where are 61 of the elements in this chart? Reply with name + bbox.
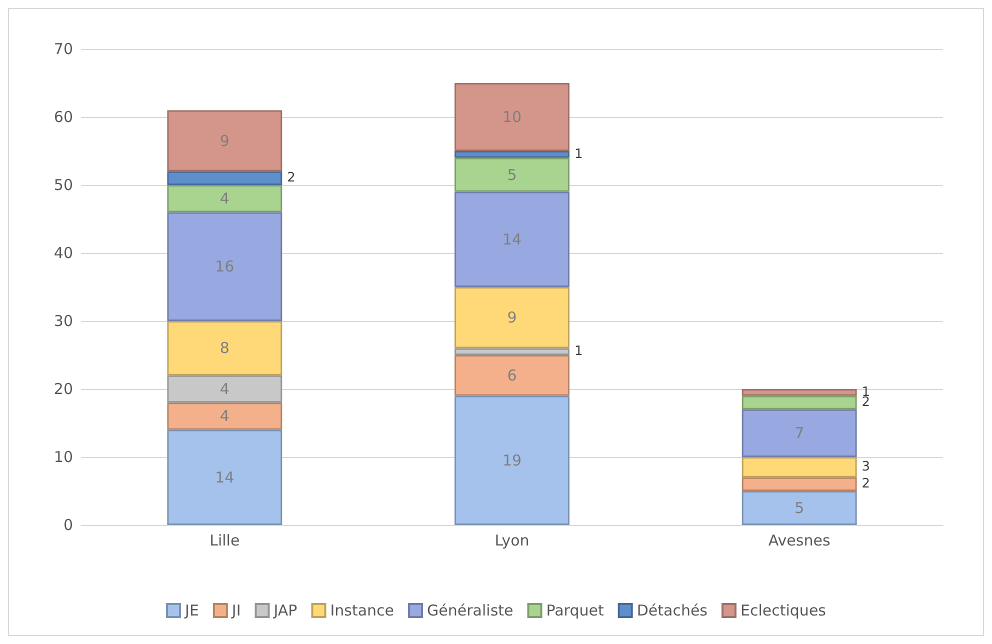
legend-label: Parquet <box>546 602 604 620</box>
legend-label: JAP <box>272 602 298 620</box>
data-label: 5 <box>507 166 517 184</box>
bar <box>454 192 570 287</box>
bar <box>167 402 282 430</box>
legend-label: Généraliste <box>427 602 514 620</box>
bar <box>167 110 282 172</box>
bar <box>742 409 857 457</box>
data-label: 10 <box>502 108 522 126</box>
bar <box>454 83 570 151</box>
x-tick-label: Lille <box>210 532 240 550</box>
bar <box>742 396 857 410</box>
y-tick-label: 20 <box>54 380 73 398</box>
data-label: 4 <box>220 190 230 208</box>
data-label: 14 <box>215 468 234 486</box>
data-label: 4 <box>220 380 230 398</box>
data-label: 19 <box>502 451 522 470</box>
y-tick-label: 50 <box>54 176 73 194</box>
data-label: 9 <box>507 308 517 327</box>
bar <box>742 477 857 491</box>
legend-label: Détachés <box>636 602 708 620</box>
data-label: 9 <box>220 132 230 150</box>
data-label: 2 <box>862 476 870 492</box>
bar <box>454 287 570 348</box>
bar <box>167 212 282 321</box>
bar <box>742 457 857 478</box>
legend-label: Instance <box>330 602 394 620</box>
bar <box>167 321 282 376</box>
y-tick-label: 60 <box>54 108 73 126</box>
y-tick-label: 40 <box>54 244 73 262</box>
data-label: 7 <box>794 424 804 442</box>
bar <box>167 171 282 185</box>
x-tick-label: Lyon <box>494 532 530 550</box>
legend-label: JI <box>230 602 241 620</box>
data-label: 2 <box>287 170 296 186</box>
data-label: 3 <box>862 460 870 475</box>
bar <box>742 491 857 525</box>
y-tick-label: 30 <box>54 312 73 330</box>
y-tick-label: 0 <box>63 516 73 534</box>
legend-label: JE <box>184 602 199 620</box>
bar <box>454 158 570 192</box>
data-label: 8 <box>220 339 230 358</box>
bar <box>454 348 570 355</box>
data-label: 1 <box>574 146 583 162</box>
bar <box>742 389 857 396</box>
bar <box>167 185 282 212</box>
x-tick-label: Avesnes <box>768 532 830 550</box>
y-tick-label: 70 <box>54 40 73 58</box>
bar <box>167 375 282 403</box>
y-tick-label: 10 <box>54 448 73 466</box>
data-label: 5 <box>794 499 804 517</box>
bar <box>167 430 282 525</box>
data-label: 4 <box>220 407 230 426</box>
bar <box>454 151 570 158</box>
bar <box>454 355 570 396</box>
legend-label: Eclectiques <box>740 602 826 620</box>
bar <box>454 396 570 525</box>
data-label: 16 <box>215 258 234 276</box>
data-label: 14 <box>502 230 522 248</box>
data-label: 1 <box>574 344 583 360</box>
data-label: 6 <box>507 366 517 384</box>
